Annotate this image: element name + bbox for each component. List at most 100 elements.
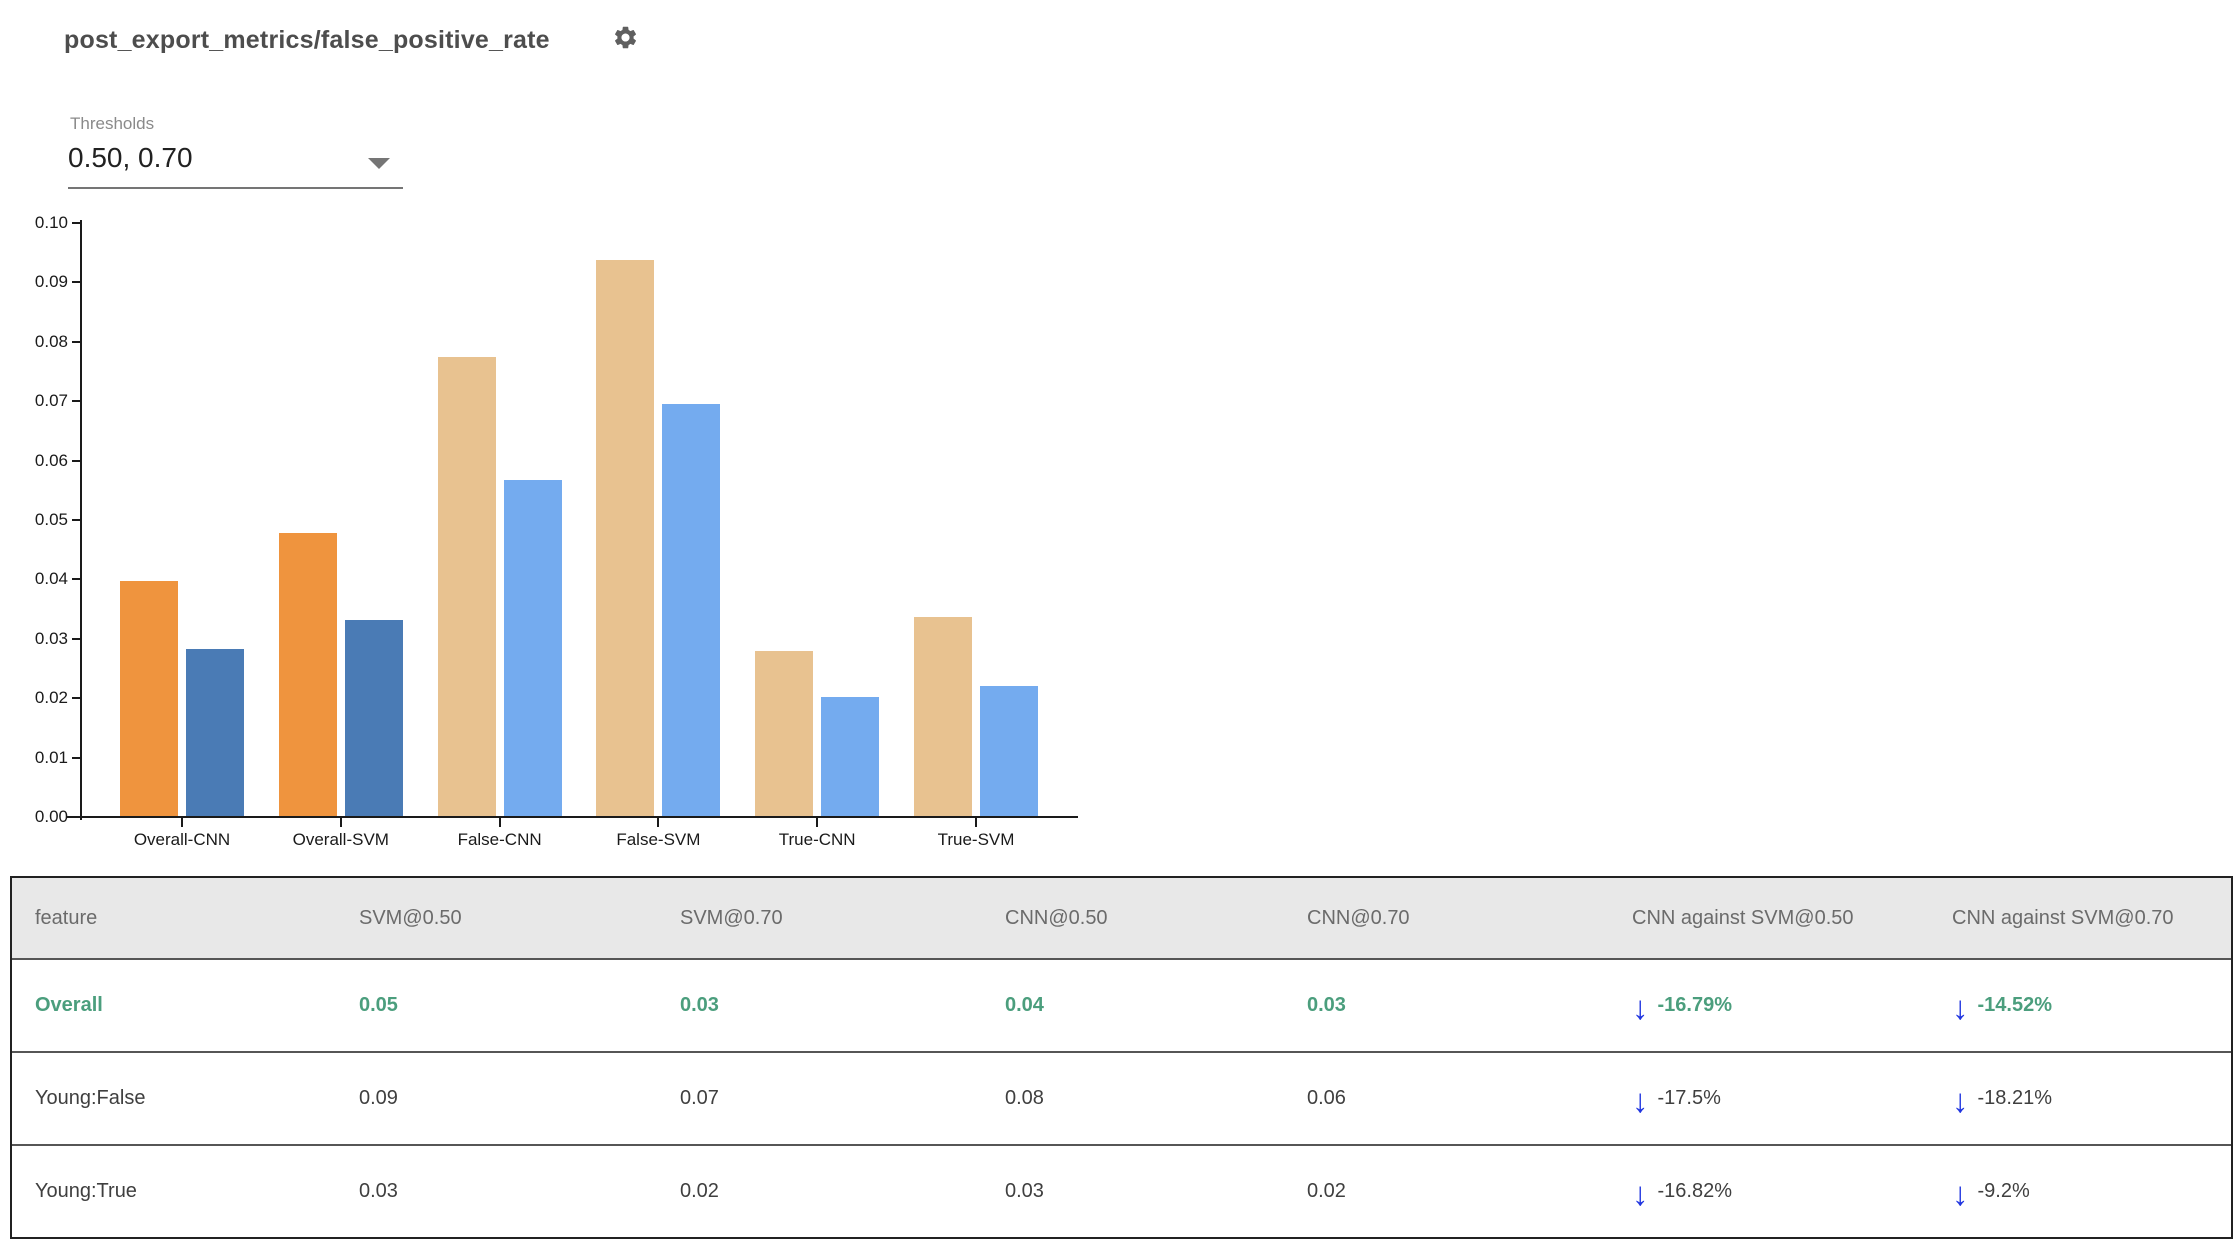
bar-False-CNN-threshold0.50[interactable]: [437, 357, 496, 816]
value-cell: 0.03: [359, 1180, 398, 1202]
comparison-cell: ↓ -17.5%: [1609, 1053, 1929, 1144]
comparison-cell: ↓ -16.79%: [1609, 960, 1929, 1051]
bar-True-CNN-threshold0.50[interactable]: [755, 651, 814, 816]
gear-icon: [614, 26, 636, 49]
comparison-percent: -9.2%: [1977, 1180, 2030, 1202]
comparison-cell: ↓ -14.52%: [1929, 960, 2229, 1051]
y-tick: [72, 578, 80, 581]
comparison-percent: -18.21%: [1977, 1087, 2053, 1109]
dropdown-underline: [68, 187, 403, 189]
feature-cell: Young:True: [35, 1180, 137, 1202]
y-tick: [72, 340, 80, 343]
comparison-cell: ↓ -18.21%: [1929, 1053, 2229, 1144]
y-tick: [72, 281, 80, 284]
x-tick: [816, 818, 819, 827]
value-cell: 0.07: [680, 1087, 719, 1109]
bar-Overall-CNN-threshold0.70[interactable]: [186, 648, 244, 816]
y-tick-label: 0.03: [34, 628, 68, 648]
bar-True-CNN-threshold0.70[interactable]: [821, 697, 880, 816]
comparison-cell: ↓ -16.82%: [1609, 1146, 1929, 1237]
y-tick-label: 0.08: [34, 331, 68, 351]
y-tick: [72, 222, 80, 224]
x-tick-label: True-CNN: [778, 830, 856, 849]
down-arrow-icon: ↓: [1632, 1175, 1649, 1212]
settings-button[interactable]: [610, 24, 640, 54]
x-tick: [498, 818, 501, 827]
value-cell: 0.09: [359, 1087, 398, 1109]
false-positive-rate-bar-chart: 0.00 0.01 0.02 0.03 0.04 0.05 0.06 0.07 0.08 0.09…: [0, 0, 1100, 870]
x-tick: [339, 818, 342, 827]
feature-cell: Overall: [35, 994, 103, 1016]
y-tick: [72, 459, 80, 462]
value-cell: 0.08: [1005, 1087, 1044, 1109]
table-header-row: feature SVM@0.50 SVM@0.70 CNN@0.50 CNN@0.70 C…: [12, 878, 2231, 958]
y-tick: [72, 816, 80, 818]
x-tick-label: False-CNN: [457, 830, 542, 849]
column-header-4: CNN@0.70: [1307, 906, 1410, 929]
comparison-percent: -17.5%: [1657, 1087, 1721, 1109]
column-header-6: CNN against SVM@0.70: [1952, 906, 2174, 929]
value-cell: 0.02: [680, 1180, 719, 1202]
thresholds-value: 0.50, 0.70: [68, 142, 193, 173]
y-tick-label: 0.05: [34, 510, 68, 529]
chevron-down-icon: [368, 158, 390, 169]
table-row: Young:True 0.03 0.02 0.03 0.02 ↓ -16.82% ↓ -9.2%: [12, 1144, 2231, 1237]
feature-cell: Young:False: [35, 1087, 146, 1109]
bar-False-SVM-threshold0.50[interactable]: [596, 260, 655, 816]
column-header-0: feature: [35, 906, 98, 929]
comparison-percent: -16.79%: [1657, 994, 1733, 1016]
x-axis: [66, 816, 1078, 818]
column-header-5: CNN against SVM@0.50: [1632, 906, 1854, 929]
metrics-table: feature SVM@0.50 SVM@0.70 CNN@0.50 CNN@0.70 C…: [10, 876, 2233, 1239]
comparison-percent: -14.52%: [1977, 994, 2053, 1016]
comparison-percent: -16.82%: [1657, 1180, 1733, 1202]
column-header-3: CNN@0.50: [1005, 906, 1108, 929]
y-tick: [72, 519, 80, 521]
y-tick: [72, 400, 80, 403]
bar-True-SVM-threshold0.50[interactable]: [914, 616, 972, 816]
value-cell: 0.06: [1307, 1087, 1346, 1109]
table-row: Overall 0.05 0.03 0.04 0.03 ↓ -16.79% ↓ -14.52%: [12, 958, 2231, 1051]
down-arrow-icon: ↓: [1952, 1082, 1969, 1119]
thresholds-dropdown[interactable]: Thresholds 0.50, 0.70: [68, 112, 408, 192]
value-cell: 0.04: [1005, 994, 1044, 1016]
column-header-1: SVM@0.50: [359, 906, 462, 929]
value-cell: 0.03: [1005, 1180, 1044, 1202]
y-tick: [72, 756, 80, 759]
bar-False-CNN-threshold0.70[interactable]: [503, 479, 562, 816]
x-tick-label: False-SVM: [616, 830, 701, 849]
thresholds-label: Thresholds: [70, 114, 155, 133]
page-title: post_export_metrics/false_positive_rate: [64, 26, 550, 54]
y-tick-label: 0.04: [34, 569, 68, 589]
y-tick: [72, 637, 80, 640]
bar-False-SVM-threshold0.70[interactable]: [662, 404, 721, 816]
bar-Overall-SVM-threshold0.70[interactable]: [344, 619, 403, 816]
bar-Overall-SVM-threshold0.50[interactable]: [278, 533, 337, 816]
table-row: Young:False 0.09 0.07 0.08 0.06 ↓ -17.5% ↓ -18.2…: [12, 1051, 2231, 1144]
value-cell: 0.03: [1307, 994, 1346, 1016]
x-tick-label: True-SVM: [937, 830, 1015, 849]
y-tick: [72, 697, 80, 700]
y-tick-label: 0.06: [34, 450, 68, 470]
x-tick-label: Overall-SVM: [292, 830, 389, 849]
column-header-2: SVM@0.70: [680, 906, 783, 929]
y-tick-label: 0.10: [34, 213, 68, 232]
y-tick-label: 0.01: [34, 747, 68, 767]
value-cell: 0.05: [359, 994, 398, 1016]
down-arrow-icon: ↓: [1952, 1175, 1969, 1212]
y-tick-label: 0.02: [34, 688, 68, 708]
down-arrow-icon: ↓: [1632, 1082, 1649, 1119]
x-tick: [975, 818, 977, 827]
bar-True-SVM-threshold0.70[interactable]: [980, 686, 1038, 816]
x-tick-label: Overall-CNN: [133, 830, 231, 849]
y-tick-label: 0.07: [34, 391, 68, 411]
y-tick-label: 0.09: [34, 272, 68, 292]
value-cell: 0.02: [1307, 1180, 1346, 1202]
value-cell: 0.03: [680, 994, 719, 1016]
down-arrow-icon: ↓: [1632, 989, 1649, 1026]
bar-Overall-CNN-threshold0.50[interactable]: [120, 580, 178, 816]
y-tick-label: 0.00: [34, 807, 68, 826]
comparison-cell: ↓ -9.2%: [1929, 1146, 2229, 1237]
x-tick: [657, 818, 660, 827]
down-arrow-icon: ↓: [1952, 989, 1969, 1026]
